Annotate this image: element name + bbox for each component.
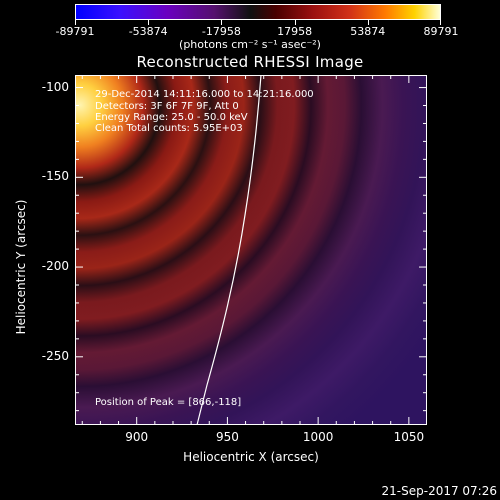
colorbar-tick-label: -53874	[128, 25, 168, 38]
y-tick-label: -150	[41, 169, 69, 184]
info-time-range: 29-Dec-2014 14:11:16.000 to 14:21:16.000	[95, 89, 314, 100]
timestamp: 21-Sep-2017 07:26	[381, 484, 497, 498]
colorbar-units: (photons cm⁻² s⁻¹ asec⁻²)	[179, 38, 321, 51]
colorbar-tick-label: 53874	[350, 25, 386, 38]
colorbar-tick	[440, 19, 441, 25]
colorbar-tick-label: 17958	[277, 25, 313, 38]
plot-title: Reconstructed RHESSI Image	[136, 53, 364, 71]
axis-ticks	[75, 75, 427, 425]
peak-position-text: Position of Peak = [866,-118]	[95, 397, 242, 408]
y-tick-label: -250	[41, 348, 69, 363]
colorbar-tick	[221, 19, 222, 25]
plot-frame	[75, 75, 427, 425]
colorbar-tick	[368, 19, 369, 25]
solar-limb-line	[196, 75, 262, 425]
colorbar-tick	[75, 19, 76, 25]
colorbar-tick-label: 89791	[423, 25, 459, 38]
info-detectors: Detectors: 3F 6F 7F 9F, Att 0	[95, 101, 239, 112]
image-rings	[75, 75, 427, 425]
colorbar-tick-label: -89791	[55, 25, 95, 38]
y-tick-label: -200	[41, 259, 69, 274]
info-energy-range: Energy Range: 25.0 - 50.0 keV	[95, 112, 248, 123]
x-axis-label: Heliocentric X (arcsec)	[183, 450, 319, 464]
info-total-counts: Clean Total counts: 5.95E+03	[95, 123, 243, 134]
colorbar-gradient	[76, 5, 440, 19]
colorbar-tick	[295, 19, 296, 25]
x-tick-label: 1000	[302, 430, 334, 444]
x-tick-label: 1050	[393, 430, 425, 444]
colorbar-tick	[148, 19, 149, 25]
colorbar-tick-label: -17958	[201, 25, 241, 38]
x-tick-label: 950	[215, 430, 239, 444]
rhessi-image	[75, 75, 427, 425]
y-axis-label: Heliocentric Y (arcsec)	[14, 199, 28, 335]
y-tick-label: -100	[41, 79, 69, 94]
x-tick-label: 900	[125, 430, 149, 444]
colorbar	[75, 4, 441, 20]
